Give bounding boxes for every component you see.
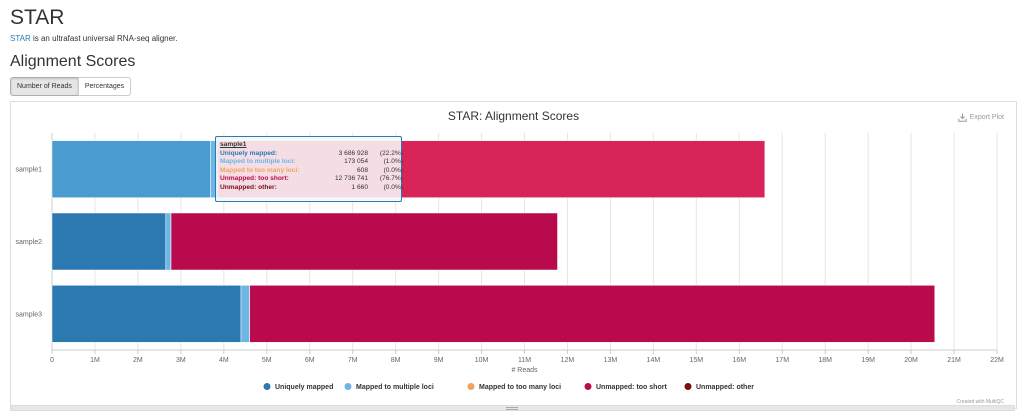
bar-segment[interactable] [51, 140, 211, 198]
download-icon [958, 113, 967, 122]
section-title: Alignment Scores [10, 53, 136, 70]
chart-tooltip: sample1 Uniquely mapped: 3 686 928 (22.2%)… [215, 136, 403, 202]
chart-title: STAR: Alignment Scores [447, 109, 580, 123]
x-tick-label: 12M [561, 357, 575, 364]
x-tick-label: 20M [904, 357, 918, 364]
tooltip-value: 1 660 [351, 183, 368, 191]
x-tick-label: 8M [391, 357, 401, 364]
x-tick-label: 3M [176, 357, 186, 364]
x-tick-label: 9M [434, 357, 444, 364]
tooltip-row: Mapped to multiple loci: 173 054 (1.0%) [220, 158, 403, 167]
x-tick-label: 11M [518, 357, 531, 364]
tooltip-percent: (0.0%) [383, 166, 403, 174]
x-tick-label: 15M [690, 357, 704, 364]
x-tick-label: 18M [818, 357, 832, 364]
legend-marker [584, 383, 592, 390]
bar-segment[interactable] [165, 212, 172, 271]
tooltip-value: 173 054 [344, 158, 368, 166]
x-tick-label: 14M [647, 357, 661, 364]
intro-text: STAR is an ultrafast universal RNA-seq a… [10, 34, 177, 43]
y-category-label: sample2 [16, 239, 43, 246]
x-tick-label: 10M [475, 357, 489, 364]
legend-label[interactable]: Mapped to multiple loci [356, 384, 434, 391]
tooltip-series-name: Mapped to too many loci: [220, 166, 300, 174]
tooltip-percent: (1.0%) [383, 158, 403, 166]
legend-marker [344, 383, 352, 390]
tooltip-row: Uniquely mapped: 3 686 928 (22.2%) [220, 149, 403, 159]
bar-segment[interactable] [170, 212, 558, 271]
legend-label[interactable]: Uniquely mapped [275, 384, 333, 391]
x-tick-label: 22M [990, 357, 1004, 364]
x-tick-label: 6M [305, 357, 315, 364]
y-category-label: sample1 [16, 167, 43, 174]
tooltip-value: 12 736 741 [334, 175, 368, 183]
x-tick-label: 19M [861, 357, 875, 364]
x-tick-label: 0 [50, 357, 54, 364]
export-plot-button[interactable]: Export Plot [958, 113, 1004, 122]
tooltip-series-name: Mapped to multiple loci: [220, 158, 296, 166]
page-title: STAR [10, 6, 65, 29]
intro-description: is an ultrafast universal RNA-seq aligne… [30, 34, 178, 43]
legend-label[interactable]: Unmapped: too short [596, 384, 667, 391]
grip-icon [506, 407, 518, 410]
tooltip-value: 3 686 928 [338, 149, 368, 157]
tooltip-percent: (22.2%) [379, 149, 403, 157]
star-link[interactable]: STAR [10, 34, 31, 43]
tooltip-row: Unmapped: other: 1 660 (0.0%) [220, 183, 403, 193]
tooltip-series-name: Uniquely mapped: [220, 149, 278, 157]
legend-label[interactable]: Unmapped: other [696, 384, 754, 391]
percentages-button[interactable]: Percentages [77, 77, 132, 96]
tooltip-title: sample1 [220, 141, 247, 148]
legend-marker [263, 383, 271, 390]
tooltip-row: Unmapped: too short: 12 736 741 (76.7%) [220, 175, 403, 184]
x-tick-label: 4M [219, 357, 229, 364]
legend-marker [684, 383, 692, 390]
bar-segment[interactable] [249, 285, 936, 343]
tooltip-value: 608 [356, 166, 368, 174]
legend-label[interactable]: Mapped to too many loci [479, 384, 561, 391]
x-axis-label: # Reads [511, 367, 538, 374]
tooltip-series-name: Unmapped: other: [220, 183, 277, 191]
legend-marker [467, 383, 475, 390]
x-tick-label: 17M [775, 357, 789, 364]
x-tick-label: 7M [348, 357, 358, 364]
tooltip-percent: (0.0%) [383, 183, 403, 191]
bar-segment[interactable] [51, 212, 167, 271]
credit-text: Created with MultiQC [956, 399, 1004, 405]
x-tick-label: 1M [90, 357, 100, 364]
x-tick-label: 13M [604, 357, 618, 364]
tooltip-series-name: Unmapped: too short: [220, 175, 289, 183]
x-tick-label: 5M [262, 357, 272, 364]
tooltip-row: Mapped to too many loci: 608 (0.0%) [220, 166, 403, 176]
bar-segment[interactable] [51, 285, 242, 343]
tooltip-percent: (76.7%) [379, 175, 403, 183]
x-tick-label: 2M [133, 357, 143, 364]
bar-segment[interactable] [240, 285, 250, 343]
export-plot-label: Export Plot [969, 114, 1004, 121]
x-tick-label: 21M [947, 357, 961, 364]
plot-mode-toggle: Number of Reads Percentages [10, 77, 132, 96]
y-category-label: sample3 [16, 311, 43, 318]
x-tick-label: 16M [732, 357, 746, 364]
plot-resize-handle[interactable] [10, 405, 1015, 411]
